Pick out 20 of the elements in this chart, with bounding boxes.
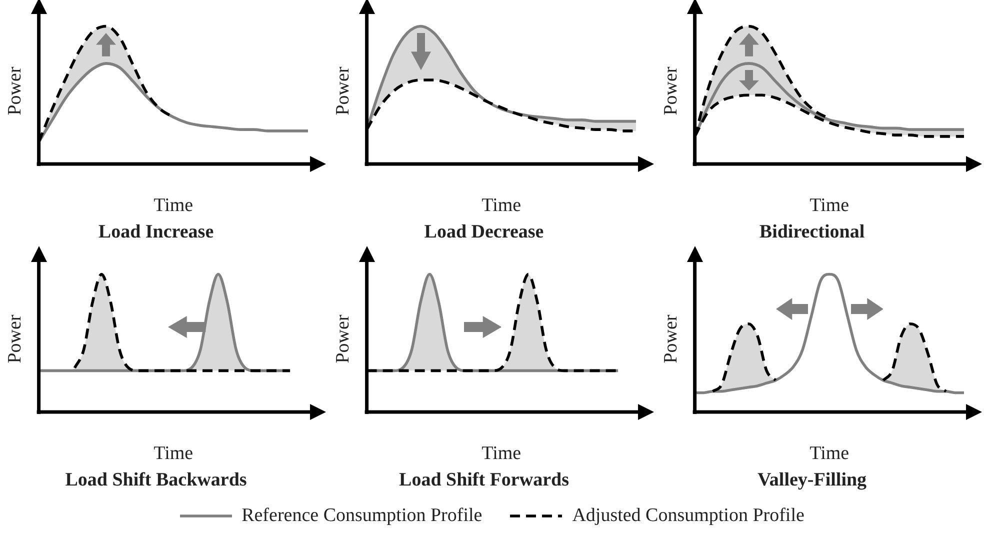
text: Valley-Filling	[757, 470, 868, 491]
x-axis-title: Time	[154, 442, 194, 464]
x-axis-title: Time	[810, 442, 850, 464]
legend-label: Reference Consumption Profile	[242, 505, 482, 527]
x-axis-title: Time	[810, 194, 850, 216]
y-axis-title: Power	[660, 66, 682, 116]
text: Load Increase	[98, 222, 214, 243]
x-axis-title: Time	[482, 442, 522, 464]
text: Load Shift Forwards	[399, 470, 569, 491]
y-axis-title: Power	[332, 66, 354, 116]
y-axis-title: Power	[4, 66, 26, 116]
y-axis-title: Power	[660, 314, 682, 364]
text: Load Shift Backwards	[65, 470, 247, 491]
x-axis-title: Time	[154, 194, 194, 216]
text: Bidirectional	[759, 222, 865, 243]
legend-label: Adjusted Consumption Profile	[572, 505, 804, 527]
y-axis-title: Power	[4, 314, 26, 364]
x-axis-title: Time	[482, 194, 522, 216]
y-axis-title: Power	[332, 314, 354, 364]
text: Load Decrease	[424, 222, 544, 243]
